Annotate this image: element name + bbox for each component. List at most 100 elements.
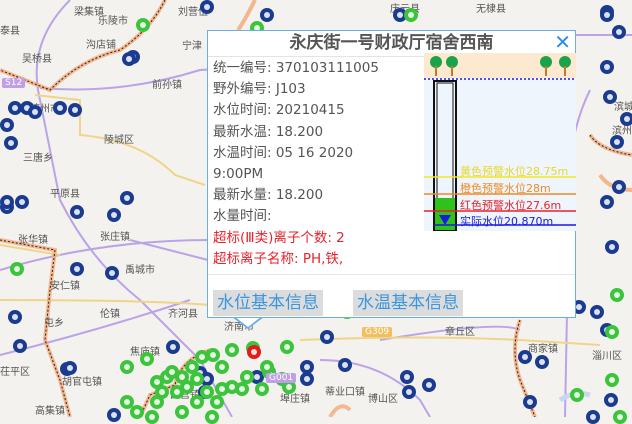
monitoring-station-marker[interactable]: [185, 360, 199, 374]
monitoring-station-marker[interactable]: [300, 360, 314, 374]
monitoring-station-marker[interactable]: [590, 305, 604, 319]
monitoring-station-marker[interactable]: [613, 410, 627, 424]
monitoring-station-marker[interactable]: [122, 52, 136, 66]
monitoring-station-marker[interactable]: [166, 340, 180, 354]
station-fields: 统一编号: 370103111005 野外编号: J103 水位时间: 2021…: [213, 58, 418, 270]
monitoring-station-marker[interactable]: [393, 8, 407, 22]
monitoring-station-marker[interactable]: [4, 136, 18, 150]
monitoring-station-marker[interactable]: [120, 191, 134, 205]
place-label: 泰县: [0, 26, 20, 37]
monitoring-station-marker[interactable]: [570, 388, 584, 402]
monitoring-station-marker[interactable]: [175, 405, 189, 419]
well-diagram: 黄色预警水位28.75m 橙色预警水位28m 红色预警水位27.6m 实际水位2…: [424, 53, 576, 231]
monitoring-station-marker[interactable]: [620, 112, 632, 126]
place-label: 屯乡: [44, 318, 64, 329]
monitoring-station-marker[interactable]: [0, 195, 14, 209]
monitoring-station-marker[interactable]: [300, 372, 314, 386]
monitoring-station-marker[interactable]: [518, 350, 532, 364]
monitoring-station-marker[interactable]: [612, 25, 626, 39]
monitoring-station-marker[interactable]: [190, 372, 204, 386]
monitoring-station-marker[interactable]: [107, 208, 121, 222]
monitoring-station-marker[interactable]: [605, 373, 619, 387]
monitoring-station-marker[interactable]: [70, 262, 84, 276]
monitoring-station-marker[interactable]: [68, 103, 82, 117]
alert-ion-names: 超标离子名称: PH,铁,: [213, 250, 344, 267]
tree-icon: [446, 56, 458, 76]
place-label: 张华镇: [18, 235, 48, 246]
monitoring-station-marker[interactable]: [105, 266, 119, 280]
field-water-volume-time: 水量时间:: [213, 208, 272, 225]
monitoring-station-marker[interactable]: [604, 393, 618, 407]
monitoring-station-marker[interactable]: [605, 240, 619, 254]
monitoring-station-marker[interactable]: [107, 408, 121, 422]
monitoring-station-marker[interactable]: [70, 205, 84, 219]
monitoring-station-marker[interactable]: [8, 310, 22, 324]
place-label: 沟店铺: [86, 40, 116, 51]
monitoring-station-marker[interactable]: [404, 8, 418, 22]
monitoring-station-marker[interactable]: [10, 262, 24, 276]
monitoring-station-marker[interactable]: [190, 395, 204, 409]
close-icon[interactable]: ✕: [554, 30, 571, 54]
water-temp-info-button[interactable]: 水温基本信息: [353, 290, 463, 316]
monitoring-station-marker[interactable]: [338, 358, 352, 372]
water-level-info-button[interactable]: 水位基本信息: [213, 290, 323, 316]
yellow-warning-label: 黄色预警水位28.75m: [460, 165, 569, 178]
red-warning-label: 红色预警水位27.6m: [460, 199, 562, 212]
monitoring-station-marker[interactable]: [612, 180, 626, 194]
monitoring-station-marker[interactable]: [603, 90, 617, 104]
monitoring-station-marker[interactable]: [255, 382, 269, 396]
selected-station-marker[interactable]: [247, 345, 261, 359]
monitoring-station-marker[interactable]: [206, 348, 220, 362]
monitoring-station-marker[interactable]: [13, 339, 27, 353]
monitoring-station-marker[interactable]: [400, 370, 414, 384]
monitoring-station-marker[interactable]: [586, 410, 600, 424]
monitoring-station-marker[interactable]: [240, 370, 254, 384]
monitoring-station-marker[interactable]: [63, 361, 77, 375]
monitoring-station-marker[interactable]: [130, 405, 144, 419]
place-label: 博山区: [368, 394, 398, 405]
monitoring-station-marker[interactable]: [200, 385, 214, 399]
field-field-id: 野外编号: J103: [213, 81, 306, 98]
monitoring-station-marker[interactable]: [422, 378, 436, 392]
monitoring-station-marker[interactable]: [280, 340, 294, 354]
place-label: 滨州: [612, 126, 632, 137]
popup-title: 永庆街一号财政厅宿舍西南: [208, 31, 575, 57]
monitoring-station-marker[interactable]: [145, 410, 159, 424]
monitoring-station-marker[interactable]: [0, 118, 14, 132]
monitoring-station-marker[interactable]: [260, 360, 274, 374]
place-label: 刘营伍: [178, 7, 208, 18]
monitoring-station-marker[interactable]: [523, 395, 537, 409]
monitoring-station-marker[interactable]: [195, 350, 209, 364]
ground-band: [424, 53, 576, 78]
monitoring-station-marker[interactable]: [210, 395, 224, 409]
monitoring-station-marker[interactable]: [600, 195, 614, 209]
monitoring-station-marker[interactable]: [535, 355, 549, 369]
monitoring-station-marker[interactable]: [320, 330, 334, 344]
monitoring-station-marker[interactable]: [155, 385, 169, 399]
monitoring-station-marker[interactable]: [225, 343, 239, 357]
monitoring-station-marker[interactable]: [215, 360, 229, 374]
place-label: 陵城区: [104, 135, 134, 146]
monitoring-station-marker[interactable]: [140, 352, 154, 366]
monitoring-station-marker[interactable]: [605, 325, 619, 339]
monitoring-station-marker[interactable]: [8, 101, 22, 115]
monitoring-station-marker[interactable]: [610, 288, 624, 302]
monitoring-station-marker[interactable]: [170, 385, 184, 399]
monitoring-station-marker[interactable]: [120, 360, 134, 374]
monitoring-station-marker[interactable]: [136, 18, 150, 32]
monitoring-station-marker[interactable]: [28, 105, 42, 119]
monitoring-station-marker[interactable]: [200, 0, 214, 14]
place-label: 淄川区: [592, 351, 622, 362]
monitoring-station-marker[interactable]: [402, 385, 416, 399]
place-label: 西营镇: [170, 390, 200, 401]
monitoring-station-marker[interactable]: [600, 8, 614, 22]
monitoring-station-marker[interactable]: [235, 382, 249, 396]
monitoring-station-marker[interactable]: [120, 395, 134, 409]
monitoring-station-marker[interactable]: [205, 410, 219, 424]
monitoring-station-marker[interactable]: [15, 195, 29, 209]
monitoring-station-marker[interactable]: [610, 135, 624, 149]
monitoring-station-marker[interactable]: [282, 380, 296, 394]
monitoring-station-marker[interactable]: [53, 101, 67, 115]
monitoring-station-marker[interactable]: [260, 8, 274, 22]
monitoring-station-marker[interactable]: [600, 60, 614, 74]
